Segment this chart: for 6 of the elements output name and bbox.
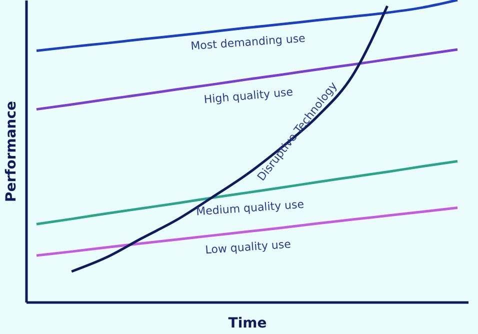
x-axis-title: Time bbox=[228, 316, 267, 332]
series-label: Low quality use bbox=[204, 238, 292, 257]
series-label: Most demanding use bbox=[190, 32, 306, 53]
y-axis-title: Performance bbox=[4, 100, 20, 202]
series-label: High quality use bbox=[203, 85, 294, 106]
series-label: Medium quality use bbox=[196, 198, 305, 218]
